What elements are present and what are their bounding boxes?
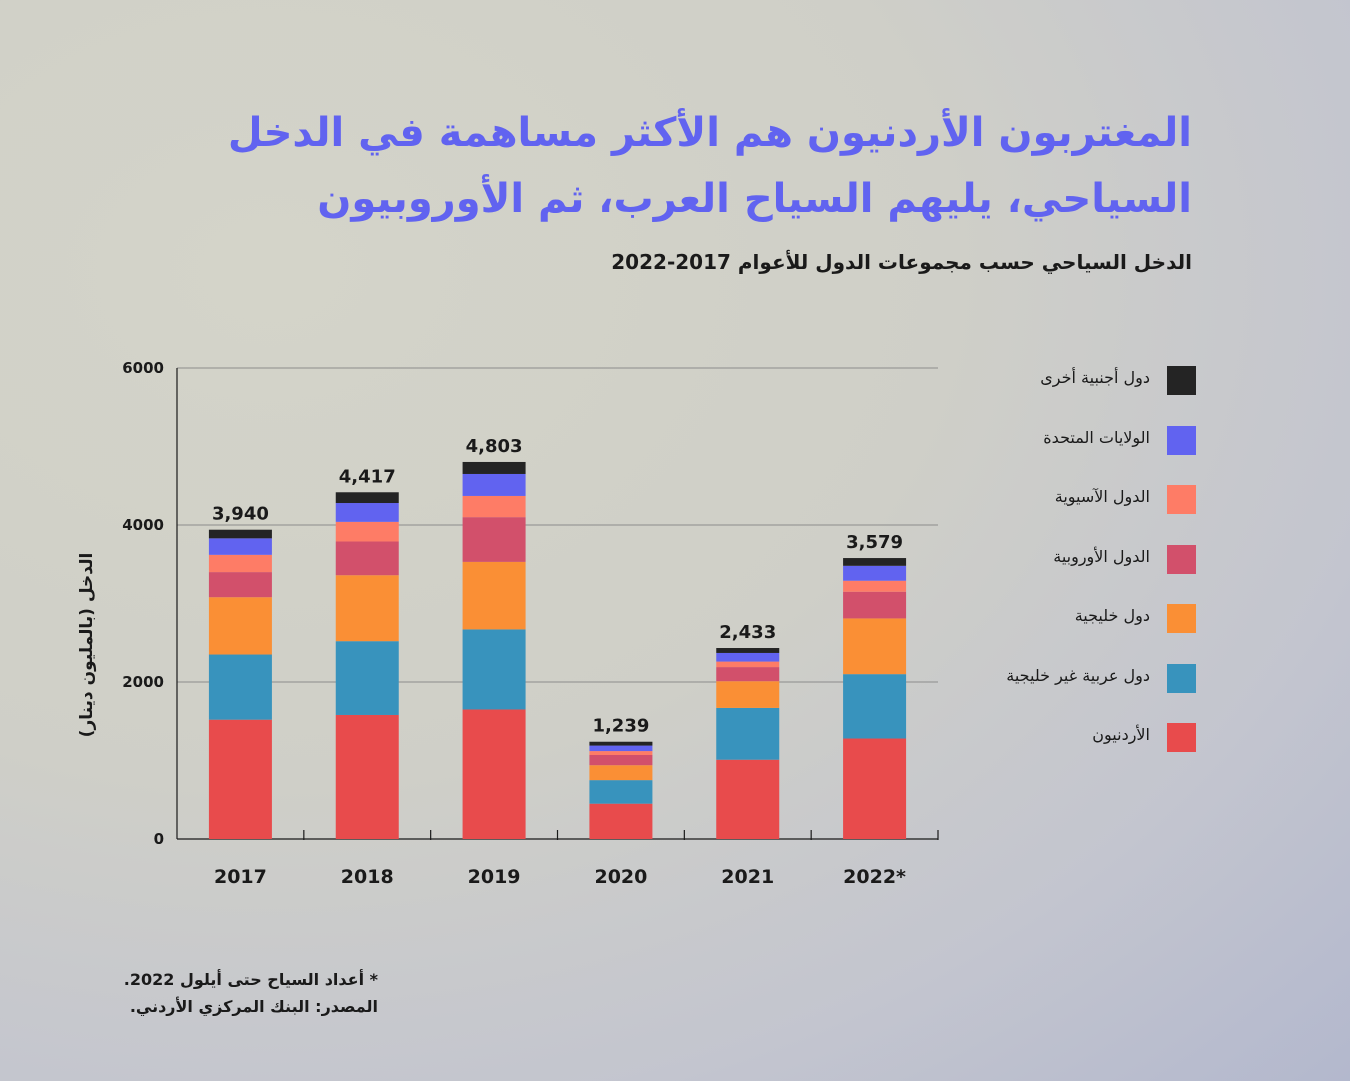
bar-segment [208, 654, 272, 720]
legend-label: الأردنيون [1092, 725, 1150, 744]
bar-segment [589, 765, 653, 781]
chart-legend: دول أجنبية أخرى الولايات المتحدة الدول الآ… [960, 366, 1196, 783]
legend-item: دول عربية غير خليجية [960, 663, 1196, 724]
legend-label: الدول الآسيوية [1054, 487, 1150, 506]
bar-segment [843, 591, 907, 619]
footnote-source: المصدر: البنك المركزي الأردني. [129, 997, 378, 1016]
legend-item: الدول الأوروبية [960, 544, 1196, 605]
footnote-note: * أعداد السياح حتى أيلول 2022. [123, 970, 378, 989]
bar-total-label: 3,940 [212, 504, 269, 525]
legend-swatch [1167, 723, 1196, 752]
bar-segment [589, 780, 653, 804]
legend-label: دول أجنبية أخرى [1040, 368, 1150, 387]
x-tick-label: 2021 [721, 866, 774, 888]
bar-segment [208, 554, 272, 573]
bar-segment [462, 561, 526, 630]
y-tick-label: 6000 [122, 359, 164, 377]
bar-segment [716, 681, 780, 708]
bar-segment [208, 719, 272, 839]
legend-swatch [1167, 485, 1196, 514]
chart-title: المغتربون الأردنيون هم الأكثر مساهمة في … [227, 110, 1192, 222]
bar-segment [335, 521, 399, 542]
bar-segment [589, 745, 653, 752]
bar-segment [335, 541, 399, 576]
bar-segment [589, 751, 653, 756]
legend-swatch [1167, 544, 1196, 574]
bar-total-label: 1,239 [592, 716, 649, 737]
bar-total-label: 2,433 [719, 622, 776, 643]
bar-segment [208, 538, 272, 555]
legend-item: الولايات المتحدة [960, 425, 1196, 486]
bar-segment [335, 503, 399, 522]
bar-segment [843, 738, 907, 839]
legend-swatch [1167, 366, 1196, 395]
chart-subtitle: الدخل السياحي حسب مجموعات الدول للأعوام … [611, 250, 1192, 274]
x-tick-label: 2020 [594, 866, 647, 888]
bar-segment [335, 492, 399, 504]
y-tick-label: 0 [154, 830, 164, 848]
footnote: * أعداد السياح حتى أيلول 2022. المصدر: ا… [78, 966, 378, 1020]
bar-segment [843, 580, 907, 592]
y-tick-label: 4000 [122, 516, 164, 534]
bar-segment [335, 575, 399, 642]
bar-total-label: 4,417 [339, 466, 396, 487]
x-tick-label: 2017 [214, 866, 267, 888]
x-tick-label: 2018 [341, 866, 394, 888]
legend-swatch [1167, 663, 1196, 693]
legend-item: دول أجنبية أخرى [960, 366, 1196, 426]
y-axis-label: الدخل (بالمليون دينار) [77, 553, 97, 738]
bar-segment [462, 629, 526, 710]
legend-swatch [1167, 425, 1196, 455]
legend-item: الأردنيون [960, 723, 1196, 783]
bar-segment [716, 648, 780, 653]
bar-segment [716, 759, 780, 839]
legend-label: الدول الأوروبية [1053, 546, 1150, 566]
x-tick-label: 2022* [843, 866, 906, 888]
legend-label: دول عربية غير خليجية [1006, 665, 1150, 685]
bar-segment [462, 473, 526, 496]
bar-segment [462, 495, 526, 518]
legend-swatch [1167, 604, 1196, 633]
bar-segment [208, 529, 272, 539]
legend-label: الولايات المتحدة [1043, 427, 1150, 447]
x-tick-label: 2019 [468, 866, 521, 888]
bar-segment [462, 461, 526, 474]
bar-segment [843, 618, 907, 675]
bar-segment [589, 741, 653, 746]
bar-segment [462, 517, 526, 562]
y-tick-label: 2000 [122, 673, 164, 691]
legend-item: الدول الآسيوية [960, 485, 1196, 545]
bar-segment [716, 652, 780, 662]
bar-segment [335, 714, 399, 839]
bar-total-label: 4,803 [466, 436, 523, 457]
bar-segment [589, 803, 653, 839]
bar-segment [843, 558, 907, 566]
bar-segment [716, 667, 780, 682]
bar-segment [716, 707, 780, 760]
legend-label: دول خليجية [1074, 606, 1150, 625]
bar-total-label: 3,579 [846, 532, 903, 553]
bar-segment [462, 709, 526, 839]
bar-segment [208, 572, 272, 598]
bar-segment [208, 597, 272, 655]
bar-segment [843, 674, 907, 739]
bar-segment [716, 661, 780, 668]
bar-segment [589, 755, 653, 766]
bar-segment [335, 641, 399, 715]
legend-item: دول خليجية [960, 604, 1196, 664]
bar-segment [843, 565, 907, 581]
